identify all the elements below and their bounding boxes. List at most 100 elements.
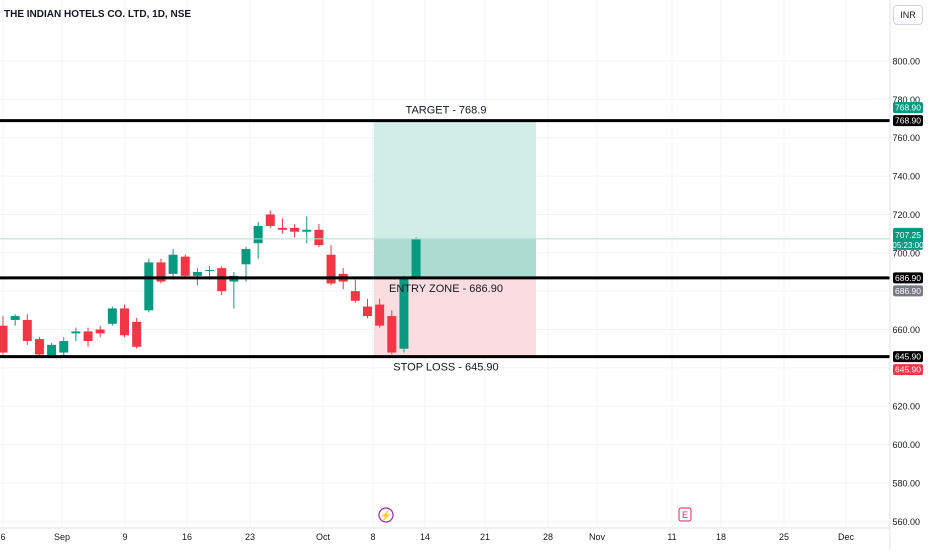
candle (217, 266, 227, 295)
level-label-entry: ENTRY ZONE - 686.90 (389, 283, 503, 295)
last-price-value: 707.25 (895, 230, 921, 240)
candle-body (363, 306, 372, 317)
time-tick-label: 11 (667, 532, 676, 542)
candle-body (277, 227, 287, 230)
price-tick-label: 660.00 (892, 325, 920, 335)
candle (350, 279, 360, 303)
time-tick-label: 8 (370, 532, 375, 542)
candle-body (132, 321, 142, 347)
candle-body (314, 229, 324, 246)
candle-body (95, 329, 105, 334)
tag-entry-lower-bg (893, 285, 923, 297)
time-tick-label: 16 (182, 532, 192, 542)
candle (95, 325, 105, 338)
candle (363, 298, 372, 319)
candle (411, 237, 421, 280)
candle-body (71, 331, 81, 334)
symbol-title: THE INDIAN HOTELS CO. LTD, 1D, NSE (4, 9, 192, 20)
level-label-target: TARGET - 768.9 (406, 105, 487, 117)
candle-body (387, 316, 397, 353)
tag-entry: 686.90 (893, 272, 923, 284)
candle-body (290, 227, 300, 232)
candle (277, 218, 287, 234)
time-tick-label: 25 (779, 532, 789, 542)
candle-body (180, 256, 190, 276)
candle-body (326, 254, 336, 284)
tag-last-price-bg (893, 227, 923, 250)
candle-body (217, 268, 227, 292)
earnings-icon-glyph: E (682, 510, 688, 520)
candle (180, 254, 190, 278)
candle-body (253, 225, 263, 244)
price-tick-label: 780.00 (892, 95, 920, 105)
currency-button[interactable]: INR (893, 5, 923, 25)
tag-stop: 645.90 (893, 351, 923, 363)
axes: 560.00580.00600.00620.00640.00660.00680.… (0, 0, 920, 550)
tag-stop-lower-bg (893, 364, 923, 376)
tag-target-bg (893, 115, 923, 127)
price-tick-label: 760.00 (892, 133, 920, 143)
time-tick-label: Sep (54, 532, 70, 542)
candle-body (350, 291, 360, 301)
event-markers: ⚡ E (378, 507, 692, 523)
time-tick-label: 9 (122, 532, 127, 542)
candle-body (22, 319, 32, 342)
tag-stop-lower-text: 645.90 (895, 365, 921, 375)
candle (107, 306, 117, 326)
price-tick-label: 800.00 (892, 57, 920, 67)
candle-body (241, 248, 251, 265)
candles (0, 210, 421, 359)
price-tick-label: 560.00 (892, 517, 920, 527)
earnings-icon (678, 507, 692, 522)
tag-entry-lower-text: 686.90 (895, 286, 921, 296)
tag-stop-bg (893, 351, 923, 363)
candle (34, 337, 44, 357)
candle-body (156, 262, 166, 282)
candle-body (83, 331, 93, 342)
candle (387, 310, 397, 355)
candle (0, 316, 8, 357)
earnings-marker[interactable]: E (678, 507, 692, 522)
time-tick-label: Nov (589, 532, 606, 542)
candle (10, 314, 20, 326)
time-tick-label: 21 (480, 532, 490, 542)
candle (290, 224, 300, 238)
time-tick-label: 14 (420, 532, 430, 542)
price-tick-label: 720.00 (892, 210, 920, 220)
candle (71, 327, 81, 342)
tag-stop-lower: 645.90 (893, 364, 923, 376)
level-lines: TARGET - 768.9 ENTRY ZONE - 686.90 STOP LO… (0, 105, 890, 374)
price-tick-label: 740.00 (892, 172, 920, 182)
dividend-marker[interactable]: ⚡ (378, 507, 394, 523)
candle-body (120, 308, 129, 336)
profit-fill (374, 238, 536, 278)
candle (59, 337, 69, 357)
candle-body (192, 271, 202, 276)
last-price-countdown: 05:23:00 (892, 241, 924, 250)
candle-body (265, 214, 275, 226)
candle (144, 258, 154, 313)
time-tick-label: 18 (716, 532, 726, 542)
candle-body (375, 304, 385, 326)
time-tick-label: 6 (0, 532, 5, 542)
candle (22, 314, 32, 345)
candle-body (47, 344, 57, 357)
tag-target-text: 768.90 (895, 116, 921, 126)
candle-body (34, 339, 44, 355)
candle-body (59, 341, 69, 353)
candle-body (399, 277, 409, 349)
tag-entry-lower: 686.90 (893, 285, 923, 297)
candle-body (411, 238, 421, 278)
price-tick-label: 580.00 (892, 478, 920, 488)
candle-body (0, 325, 8, 353)
candle (253, 222, 263, 259)
tag-target: 768.90 (893, 115, 923, 127)
candle (265, 210, 275, 228)
dividend-icon-glyph: ⚡ (380, 509, 392, 522)
candle-body (302, 229, 312, 232)
tag-entry-bg (893, 272, 923, 284)
